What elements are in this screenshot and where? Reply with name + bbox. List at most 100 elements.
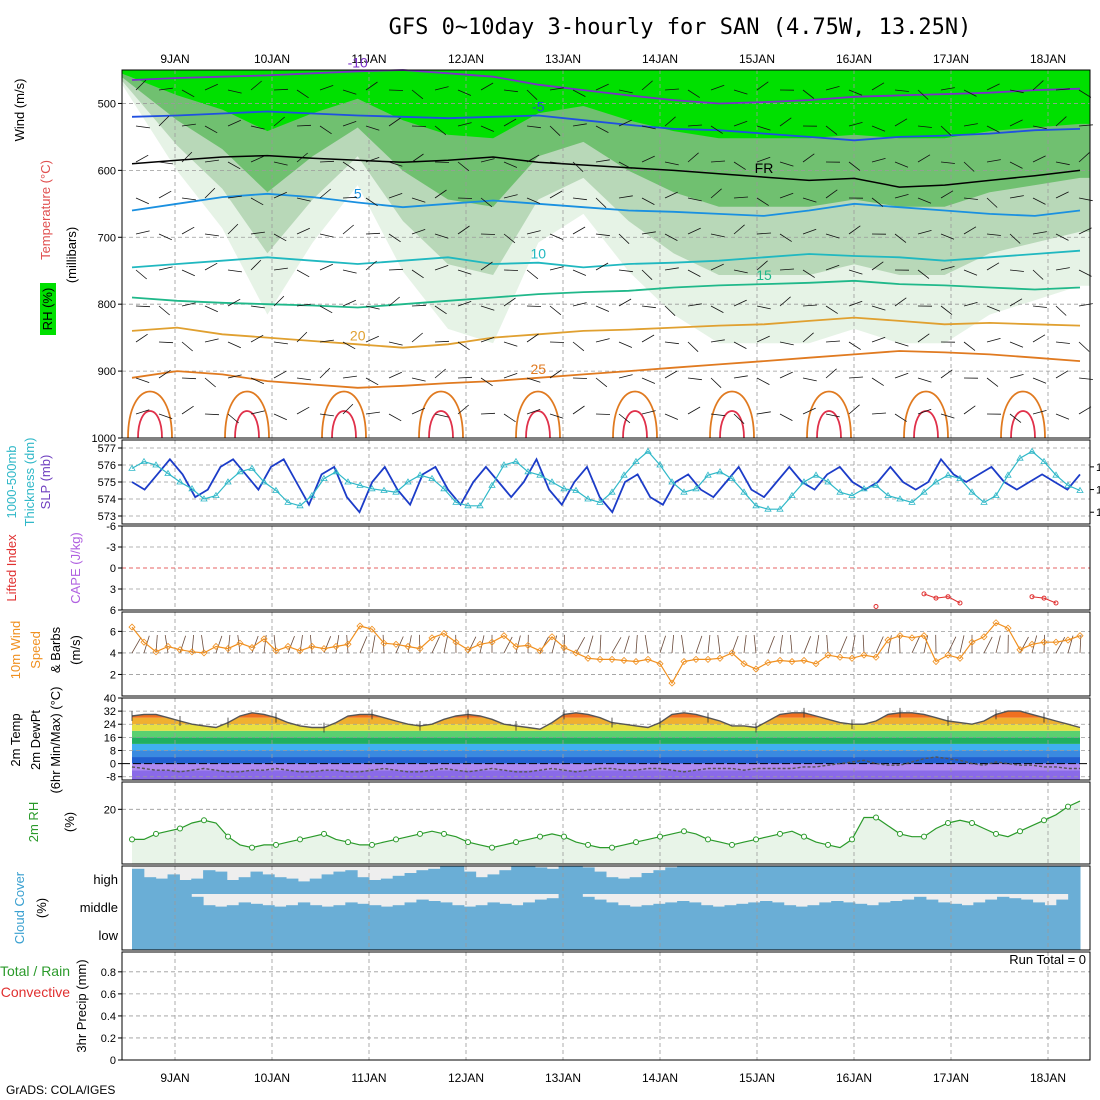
- wind-barb: [1055, 370, 1069, 379]
- wind-barb: [687, 406, 701, 415]
- cloud-middle-bar: [736, 903, 749, 922]
- wind-barb: [135, 79, 147, 91]
- wind-barb: [503, 373, 518, 379]
- wind-barb: [411, 153, 424, 163]
- wind-barb: [802, 377, 817, 382]
- cloud-high-bar: [1032, 866, 1045, 894]
- wind-barb: [917, 230, 932, 235]
- cloud-low-bar: [617, 922, 631, 950]
- wind-barb: [986, 233, 1001, 236]
- wind-speed-marker: [428, 634, 436, 642]
- wind-barb: [710, 125, 723, 134]
- cloud-high-bar: [309, 878, 323, 894]
- cloud-middle-bar: [582, 896, 595, 922]
- cloud-middle-bar: [665, 902, 678, 922]
- cloud-low-bar: [570, 922, 583, 950]
- cloud-low-bar: [1032, 922, 1045, 950]
- temp-tick-label: 0: [110, 759, 116, 771]
- thickness-marker: [824, 478, 832, 485]
- wind-speed-marker: [284, 642, 292, 651]
- wind-barb: [457, 301, 472, 307]
- wind-barb: [365, 197, 378, 207]
- wind-barb: [503, 89, 518, 93]
- wind-barb: [733, 413, 745, 424]
- cloud-high-bar: [392, 875, 406, 894]
- wind-speed-marker: [944, 651, 952, 659]
- cloud-low-bar: [878, 922, 891, 950]
- wind-barb: [802, 332, 814, 343]
- cloud-middle-bar: [783, 905, 797, 922]
- wind-barb: [733, 196, 749, 199]
- wind-barb: [158, 305, 170, 316]
- cloud-low-bar: [487, 922, 500, 950]
- wind-barb: [595, 125, 609, 133]
- pressure-tick-label: 700: [98, 232, 116, 244]
- wind-barb: [779, 413, 793, 421]
- wind-barb: [1078, 124, 1093, 127]
- rh2m-marker: [273, 841, 279, 848]
- thickness-marker: [1040, 457, 1048, 465]
- cloud-low-bar: [688, 922, 702, 950]
- wind-barb: [1032, 334, 1046, 343]
- wind-barb: [342, 196, 358, 199]
- wind-barb: [664, 116, 676, 127]
- wind-barb: [273, 161, 288, 166]
- wind-barb: [549, 305, 562, 316]
- cloud-low-bar: [724, 922, 737, 950]
- cloud-low-bar: [914, 922, 927, 950]
- cloud-low-bar: [475, 922, 488, 950]
- surface-wind-barb: [826, 634, 829, 653]
- cloud-low-bar: [1020, 922, 1034, 950]
- cloud-high-bar: [286, 878, 299, 894]
- wind-barb: [710, 188, 722, 199]
- cloud-low-bar: [416, 922, 429, 950]
- thickness-marker: [1064, 481, 1072, 488]
- wind-barb: [181, 269, 195, 277]
- wind-barb: [1055, 161, 1070, 166]
- wind-barb: [434, 161, 450, 163]
- cloud-middle-bar: [641, 905, 654, 922]
- cloud-low-bar: [155, 922, 169, 950]
- cloud-middle-bar: [286, 905, 299, 922]
- wind-barb: [434, 305, 447, 315]
- wind-barb: [917, 377, 932, 383]
- cloud-middle-bar: [866, 905, 880, 922]
- isotherm-label: 5: [354, 185, 362, 201]
- wind-barb: [848, 341, 861, 350]
- cloud-middle-bar: [179, 894, 192, 922]
- wind-speed-marker: [1028, 640, 1036, 648]
- wind-barb: [940, 413, 955, 419]
- wind-barb: [687, 197, 702, 202]
- cloud-high-bar: [819, 866, 832, 894]
- wind-barb: [779, 117, 792, 127]
- wind-barb: [549, 233, 564, 240]
- thickness-marker: [884, 491, 892, 499]
- rh2m-marker: [897, 830, 903, 837]
- wind-barb: [710, 377, 722, 388]
- cloud-high-bar: [428, 868, 441, 894]
- wind-barb: [457, 122, 472, 127]
- wind-barb: [710, 305, 724, 313]
- cloud-low-bar: [748, 922, 761, 950]
- cloud-low-bar: [286, 922, 299, 950]
- temp-band: [132, 724, 1080, 731]
- wind-barb: [825, 264, 840, 271]
- wind-barb: [894, 161, 909, 168]
- thickness-marker: [284, 498, 292, 505]
- wind-barb: [963, 197, 978, 200]
- cloud-middle-bar: [973, 902, 986, 922]
- cloud-low-bar: [973, 922, 986, 950]
- thickness-marker: [1076, 486, 1084, 493]
- wind-tick-label: 2: [110, 669, 116, 681]
- thermal-contour: [418, 390, 464, 439]
- wind-barb: [572, 405, 585, 415]
- wind-barb: [319, 85, 334, 91]
- wind-barb: [319, 188, 331, 199]
- wind-barb: [641, 377, 656, 384]
- rh2m-marker: [297, 836, 303, 843]
- wind-speed-marker: [896, 632, 904, 640]
- wind-barb: [342, 341, 356, 350]
- thickness-marker: [728, 474, 736, 482]
- cloud-high-bar: [925, 866, 939, 894]
- wind-barb: [802, 89, 815, 99]
